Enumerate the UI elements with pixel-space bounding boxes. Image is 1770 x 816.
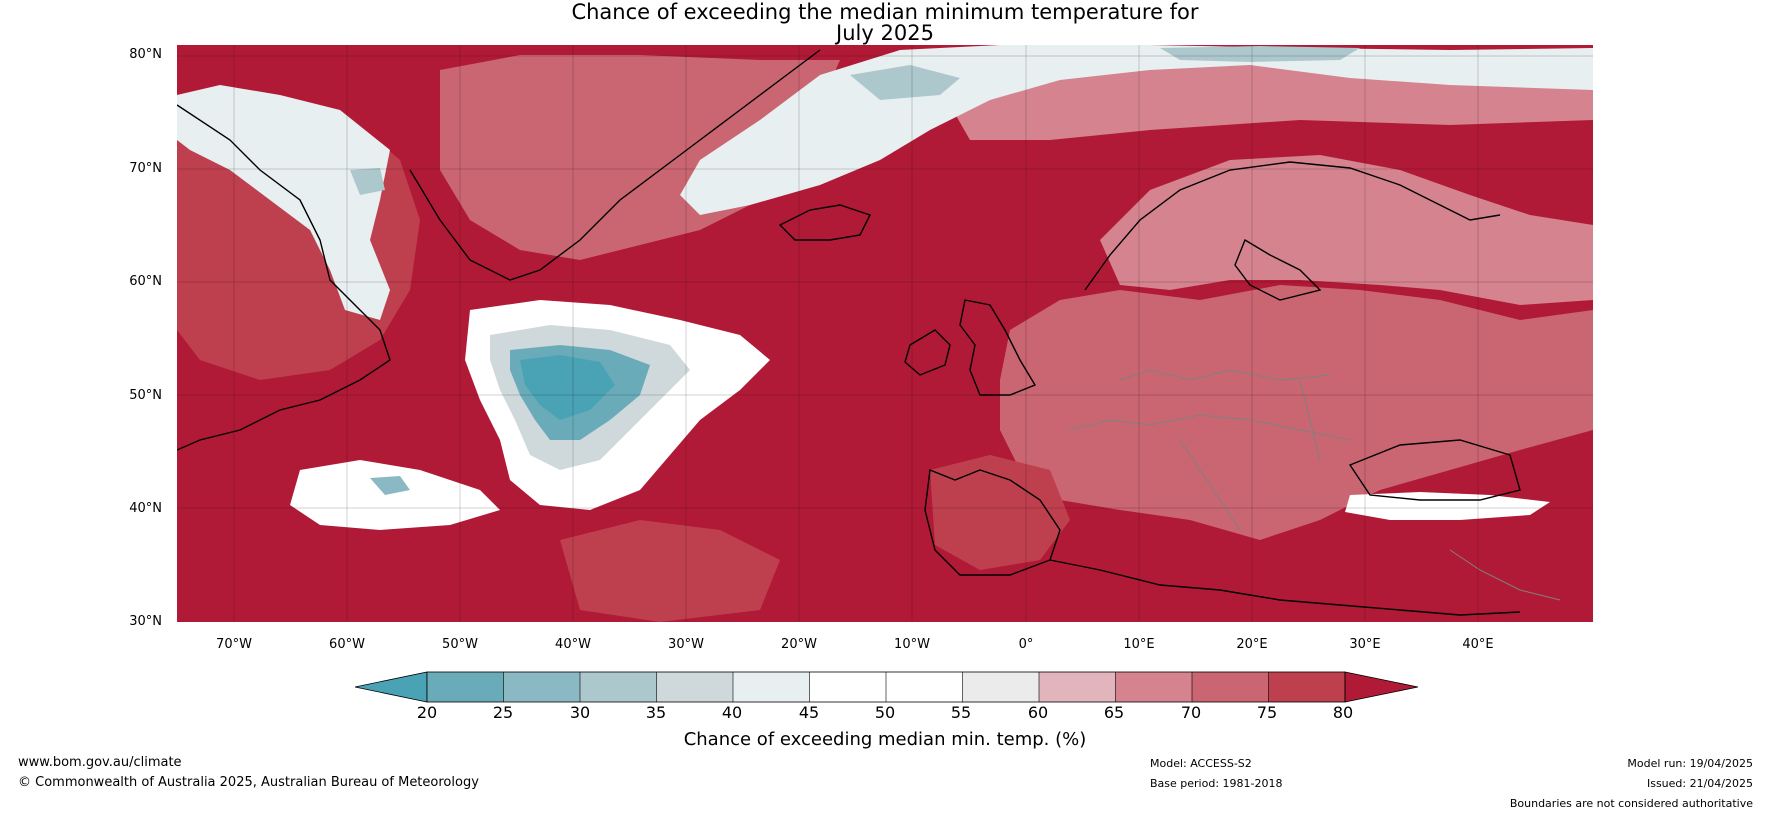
colorbar-segment <box>503 672 580 702</box>
colorbar <box>354 671 1419 703</box>
lat-label-30: 30°N <box>129 614 162 629</box>
colorbar-tick-25: 25 <box>492 703 514 722</box>
colorbar-tick-30: 30 <box>569 703 591 722</box>
lat-label-80: 80°N <box>129 47 162 62</box>
lon-label-0: 0° <box>1018 637 1034 652</box>
colorbar-tick-40: 40 <box>721 703 743 722</box>
region-baffin-blue <box>350 168 385 195</box>
map-title: Chance of exceeding the median minimum t… <box>571 0 1199 24</box>
lon-label-30w: 30°W <box>668 637 704 652</box>
footer-model: Model: ACCESS-S2 <box>1150 757 1252 770</box>
colorbar-extend-low <box>354 671 428 703</box>
lon-label-50w: 50°W <box>442 637 478 652</box>
colorbar-tick-80: 80 <box>1332 703 1354 722</box>
lat-label-60: 60°N <box>129 274 162 289</box>
region-greenland-pink <box>440 55 840 260</box>
region-europe-pink <box>1000 285 1593 540</box>
colorbar-segment <box>1039 672 1116 702</box>
map-subtitle: July 2025 <box>836 21 934 45</box>
colorbar-segment <box>1268 672 1345 702</box>
lon-label-20e: 20°E <box>1236 637 1268 652</box>
colorbar-segment <box>1115 672 1192 702</box>
footer-base-period: Base period: 1981-2018 <box>1150 777 1283 790</box>
lon-label-10w: 10°W <box>894 637 930 652</box>
lat-label-40: 40°N <box>129 501 162 516</box>
region-newfoundland-white <box>290 460 500 530</box>
colorbar-tick-60: 60 <box>1027 703 1049 722</box>
colorbar-segment <box>809 672 886 702</box>
lat-label-70: 70°N <box>129 161 162 176</box>
region-newfoundland-blue <box>370 476 410 495</box>
region-blacksea-white <box>1345 492 1550 520</box>
lat-label-50: 50°N <box>129 388 162 403</box>
colorbar-segment <box>580 672 657 702</box>
lon-label-30e: 30°E <box>1349 637 1381 652</box>
colorbar-tick-55: 55 <box>950 703 972 722</box>
colorbar-segment <box>733 672 810 702</box>
colorbar-tick-75: 75 <box>1256 703 1278 722</box>
region-atlantic-south-pink <box>560 520 780 622</box>
footer-model-run: Model run: 19/04/2025 <box>1627 757 1753 770</box>
lon-label-40w: 40°W <box>555 637 591 652</box>
colorbar-tick-45: 45 <box>798 703 820 722</box>
colorbar-tick-35: 35 <box>645 703 667 722</box>
colorbar-segment <box>656 672 733 702</box>
graticule <box>177 45 1593 622</box>
region-iberia-pink <box>930 455 1070 570</box>
colorbar-segment <box>1192 672 1269 702</box>
footer-copyright: © Commonwealth of Australia 2025, Austra… <box>18 775 479 790</box>
region-atlantic-darkblue <box>520 355 615 420</box>
colorbar-tick-20: 20 <box>416 703 438 722</box>
colorbar-segment <box>962 672 1039 702</box>
region-scandinavia-pink <box>1100 155 1593 305</box>
colorbar-tick-65: 65 <box>1103 703 1125 722</box>
colorbar-segment <box>427 672 504 702</box>
region-baffin-white <box>177 85 390 320</box>
colorbar-segment <box>886 672 963 702</box>
colorbar-extend-high <box>1344 671 1419 703</box>
lon-label-40e: 40°E <box>1462 637 1494 652</box>
lon-label-70w: 70°W <box>216 637 252 652</box>
colorbar-tick-70: 70 <box>1180 703 1202 722</box>
colorbar-tick-50: 50 <box>874 703 896 722</box>
lon-label-20w: 20°W <box>781 637 817 652</box>
lon-label-10e: 10°E <box>1123 637 1155 652</box>
footer-disclaimer: Boundaries are not considered authoritat… <box>1509 797 1753 810</box>
region-arctic-blue-2 <box>1160 46 1360 62</box>
footer-website: www.bom.gov.au/climate <box>18 755 182 770</box>
coastlines <box>177 49 1521 616</box>
footer-issued: Issued: 21/04/2025 <box>1646 777 1753 790</box>
colorbar-title: Chance of exceeding median min. temp. (%… <box>683 729 1087 750</box>
region-arctic-blue <box>850 65 960 100</box>
lon-label-60w: 60°W <box>329 637 365 652</box>
borders <box>1069 369 1561 601</box>
